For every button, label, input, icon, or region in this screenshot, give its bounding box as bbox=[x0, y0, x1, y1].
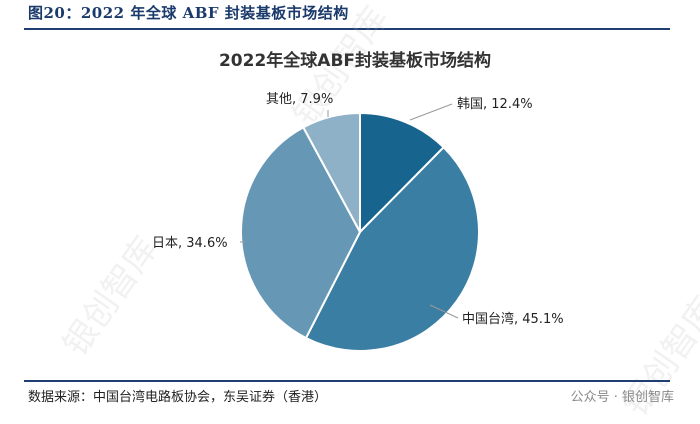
pie-slice-2 bbox=[240, 126, 362, 340]
slice-label-2: 日本, 34.6% bbox=[152, 236, 228, 251]
source-note: 数据来源：中国台湾电路板协会，东吴证券（香港） bbox=[28, 390, 328, 405]
bottom-divider bbox=[24, 380, 670, 382]
pie-slice-1 bbox=[304, 145, 480, 352]
pie-slices bbox=[240, 111, 480, 352]
pie-slice-0 bbox=[359, 111, 446, 235]
figure-title: 图20：2022 年全球 ABF 封装基板市场结构 bbox=[28, 4, 349, 22]
top-divider bbox=[24, 28, 670, 30]
slice-label-1: 中国台湾, 45.1% bbox=[462, 311, 564, 327]
pie-slice-3 bbox=[301, 111, 361, 233]
leader-line-0 bbox=[409, 103, 453, 121]
watermark-text: 公众号 · 银创智库 bbox=[570, 390, 674, 405]
slice-labels: 韩国, 12.4% 中国台湾, 45.1% 日本, 34.6% 其他, 7.9% bbox=[152, 92, 564, 327]
leader-line-1 bbox=[429, 304, 459, 319]
slice-label-3: 其他, 7.9% bbox=[266, 92, 333, 107]
chart-title: 2022年全球ABF封装基板市场结构 bbox=[219, 50, 491, 71]
slice-label-0: 韩国, 12.4% bbox=[457, 97, 533, 112]
